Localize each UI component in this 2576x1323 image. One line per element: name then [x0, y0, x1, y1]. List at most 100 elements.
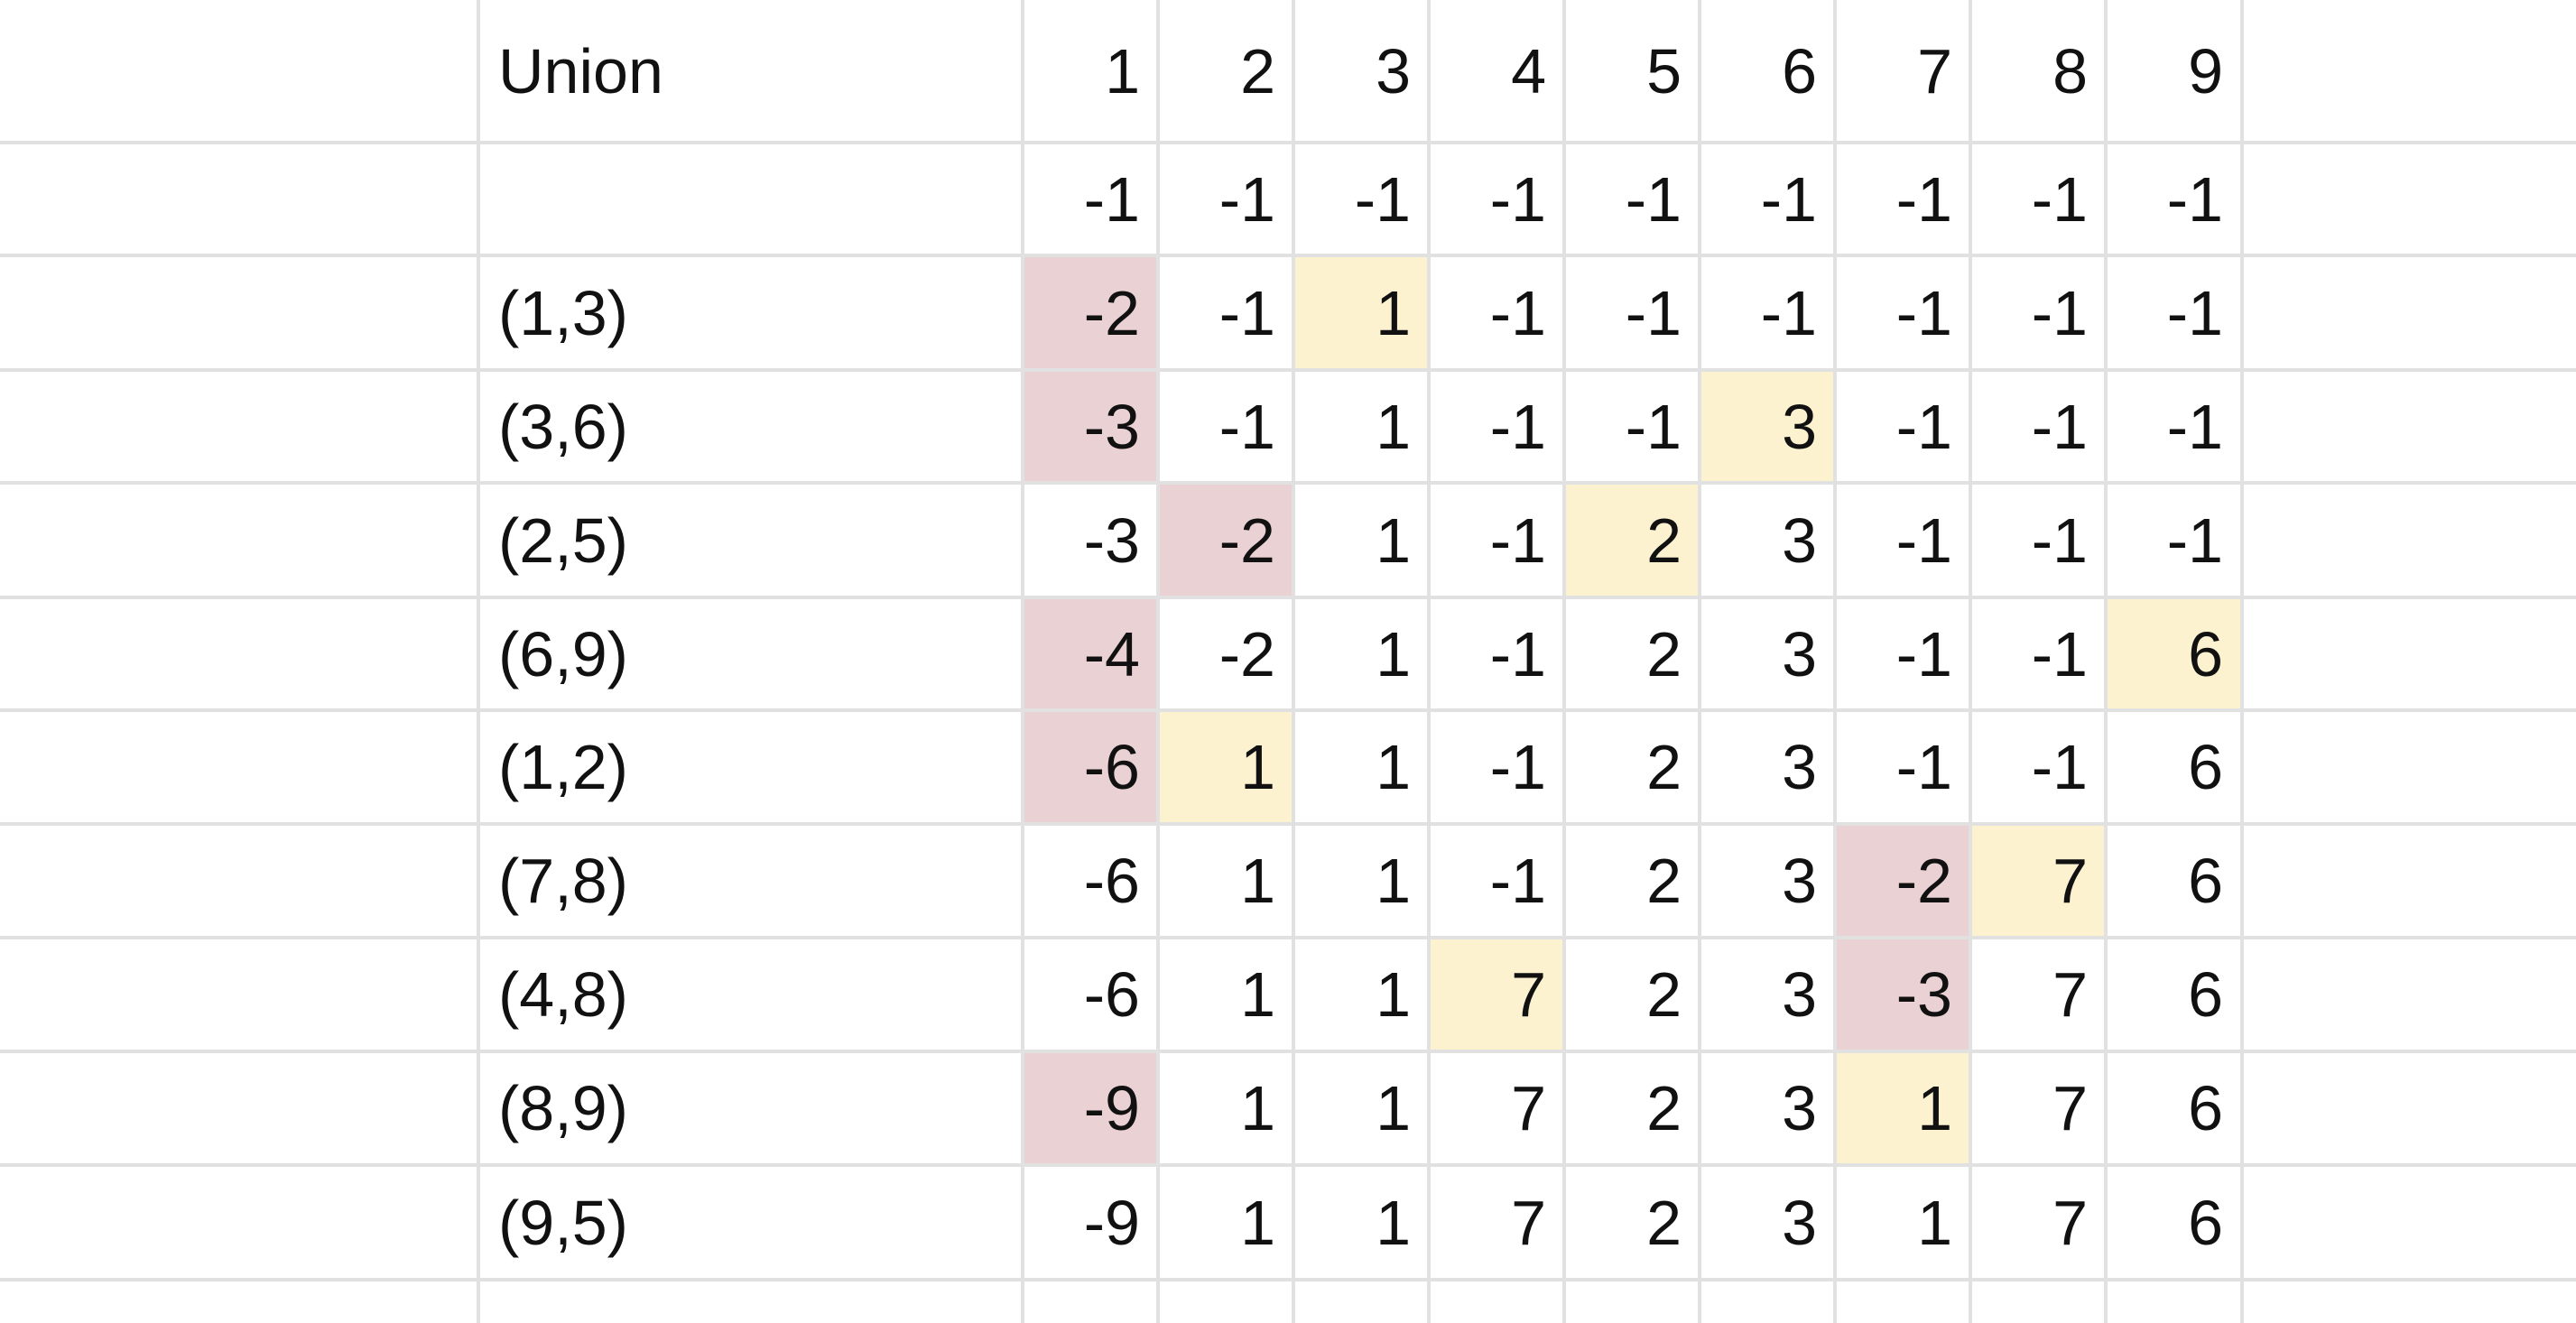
union-operation-label[interactable]	[478, 143, 1024, 255]
parent-array-cell[interactable]: 3	[1782, 959, 1817, 1030]
column-header-cell[interactable]: 5	[1646, 36, 1682, 106]
parent-array-cell[interactable]: -6	[1083, 959, 1140, 1030]
grid-cell-empty[interactable]	[0, 1280, 478, 1323]
parent-array-cell[interactable]: 3	[1782, 1073, 1817, 1143]
grid-cell-empty[interactable]	[1295, 1280, 1431, 1323]
parent-array-cell[interactable]: -1	[1895, 504, 1952, 576]
grid-cell-empty[interactable]	[2243, 824, 2576, 938]
parent-array-cell[interactable]: -2	[1024, 255, 1160, 370]
grid-cell-empty[interactable]	[2243, 1280, 2576, 1323]
parent-array-cell[interactable]: -1	[1895, 277, 1952, 348]
grid-cell-empty[interactable]	[1701, 1280, 1837, 1323]
union-operation-label[interactable]: (7,8)	[498, 846, 628, 916]
parent-array-cell[interactable]: 3	[1701, 370, 1837, 483]
parent-array-cell[interactable]: 7	[1972, 824, 2108, 938]
parent-array-cell[interactable]: 2	[1646, 846, 1682, 916]
parent-array-cell[interactable]: 3	[1782, 504, 1817, 576]
column-header-cell[interactable]: 4	[1511, 36, 1546, 106]
parent-array-cell[interactable]: 1	[1376, 618, 1411, 689]
parent-array-cell[interactable]: 1	[1917, 1187, 1952, 1258]
parent-array-cell[interactable]: -1	[1083, 163, 1140, 235]
union-operation-label[interactable]: (8,9)	[498, 1073, 628, 1143]
grid-cell-empty[interactable]	[1024, 1280, 1160, 1323]
parent-array-cell[interactable]: 7	[2052, 1187, 2088, 1258]
parent-array-cell[interactable]: -1	[2031, 391, 2088, 462]
parent-array-cell[interactable]: 1	[1240, 846, 1275, 916]
grid-cell-empty[interactable]	[0, 0, 478, 143]
union-operation-label[interactable]: (2,5)	[498, 504, 628, 576]
parent-array-cell[interactable]: 1	[1240, 1187, 1275, 1258]
parent-array-cell[interactable]: -1	[1895, 618, 1952, 689]
column-header-cell[interactable]: 7	[1917, 36, 1952, 106]
column-header-cell[interactable]: 1	[1105, 36, 1140, 106]
parent-array-cell[interactable]: -3	[1837, 938, 1972, 1051]
grid-cell-empty[interactable]	[2243, 597, 2576, 710]
parent-array-cell[interactable]: -1	[1895, 391, 1952, 462]
parent-array-cell[interactable]: -2	[1160, 483, 1295, 597]
parent-array-cell[interactable]: -1	[1760, 277, 1817, 348]
union-operation-label[interactable]: (1,3)	[498, 277, 628, 348]
parent-array-cell[interactable]: -1	[2031, 277, 2088, 348]
grid-cell-empty[interactable]	[0, 1051, 478, 1165]
parent-array-cell[interactable]: 6	[2188, 732, 2223, 802]
parent-array-cell[interactable]: 6	[2188, 1187, 2223, 1258]
grid-cell-empty[interactable]	[0, 255, 478, 370]
grid-cell-empty[interactable]	[2108, 1280, 2243, 1323]
union-operation-label[interactable]: (6,9)	[498, 618, 628, 689]
parent-array-cell[interactable]: -1	[2031, 732, 2088, 802]
grid-cell-empty[interactable]	[2243, 1051, 2576, 1165]
parent-array-cell[interactable]: 3	[1782, 1187, 1817, 1258]
parent-array-cell[interactable]: -3	[1024, 370, 1160, 483]
grid-cell-empty[interactable]	[1566, 1280, 1701, 1323]
grid-cell-empty[interactable]	[0, 143, 478, 255]
parent-array-cell[interactable]: -1	[1760, 163, 1817, 235]
parent-array-cell[interactable]: -1	[1625, 277, 1682, 348]
grid-cell-empty[interactable]	[2243, 143, 2576, 255]
column-header-cell[interactable]: 3	[1376, 36, 1411, 106]
parent-array-cell[interactable]: -1	[2031, 163, 2088, 235]
parent-array-cell[interactable]: -1	[2031, 618, 2088, 689]
parent-array-cell[interactable]: -1	[1354, 163, 1411, 235]
grid-cell-empty[interactable]	[1972, 1280, 2108, 1323]
parent-array-cell[interactable]: -6	[1083, 846, 1140, 916]
parent-array-cell[interactable]: 3	[1782, 732, 1817, 802]
parent-array-cell[interactable]: 1	[1376, 504, 1411, 576]
parent-array-cell[interactable]: 7	[1511, 1187, 1546, 1258]
parent-array-cell[interactable]: 1	[1295, 255, 1431, 370]
parent-array-cell[interactable]: 1	[1837, 1051, 1972, 1165]
parent-array-cell[interactable]: 6	[2188, 846, 2223, 916]
parent-array-cell[interactable]: -1	[2166, 163, 2223, 235]
grid-cell-empty[interactable]	[478, 1280, 1024, 1323]
union-operation-label[interactable]: (4,8)	[498, 959, 628, 1030]
parent-array-cell[interactable]: -1	[1219, 277, 1275, 348]
parent-array-cell[interactable]: 1	[1376, 391, 1411, 462]
parent-array-cell[interactable]: -9	[1083, 1187, 1140, 1258]
parent-array-cell[interactable]: -1	[1895, 163, 1952, 235]
parent-array-cell[interactable]: 2	[1646, 618, 1682, 689]
parent-array-cell[interactable]: -1	[1219, 163, 1275, 235]
parent-array-cell[interactable]: -1	[1489, 732, 1546, 802]
parent-array-cell[interactable]: 2	[1566, 483, 1701, 597]
parent-array-cell[interactable]: -1	[1489, 618, 1546, 689]
parent-array-cell[interactable]: 2	[1646, 1073, 1682, 1143]
column-header-cell[interactable]: 2	[1240, 36, 1275, 106]
parent-array-cell[interactable]: 1	[1240, 1073, 1275, 1143]
grid-cell-empty[interactable]	[2243, 483, 2576, 597]
parent-array-cell[interactable]: -1	[1489, 391, 1546, 462]
parent-array-cell[interactable]: -1	[2031, 504, 2088, 576]
union-operation-label[interactable]: (1,2)	[498, 732, 628, 802]
parent-array-cell[interactable]: 1	[1376, 1073, 1411, 1143]
grid-cell-empty[interactable]	[2243, 710, 2576, 824]
parent-array-cell[interactable]: 7	[2052, 1073, 2088, 1143]
grid-cell-empty[interactable]	[2243, 1165, 2576, 1280]
parent-array-cell[interactable]: -1	[2166, 504, 2223, 576]
parent-array-cell[interactable]: 1	[1240, 959, 1275, 1030]
parent-array-cell[interactable]: 1	[1376, 732, 1411, 802]
parent-array-cell[interactable]: -6	[1024, 710, 1160, 824]
parent-array-cell[interactable]: -1	[2166, 277, 2223, 348]
parent-array-cell[interactable]: 3	[1782, 846, 1817, 916]
grid-cell-empty[interactable]	[0, 710, 478, 824]
grid-cell-empty[interactable]	[2243, 938, 2576, 1051]
parent-array-cell[interactable]: 1	[1376, 846, 1411, 916]
parent-array-cell[interactable]: -1	[1489, 163, 1546, 235]
